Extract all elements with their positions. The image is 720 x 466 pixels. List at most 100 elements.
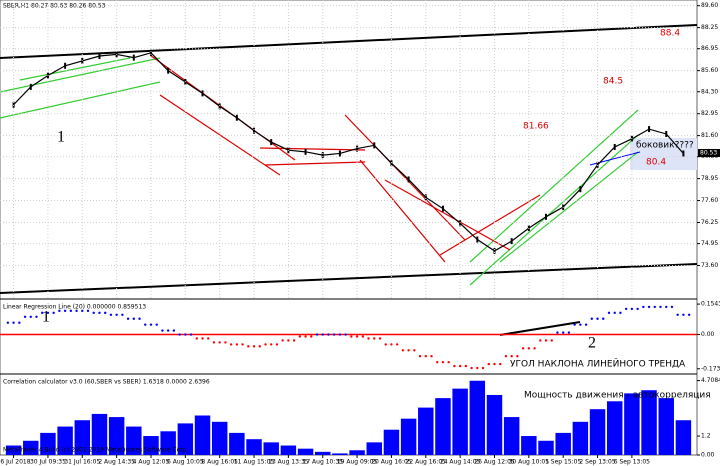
regression-dot bbox=[556, 331, 559, 334]
bar bbox=[641, 390, 657, 455]
regression-dot bbox=[178, 333, 181, 336]
annotation: УГОЛ НАКЛОНА ЛИНЕЙНОГО ТРЕНДА bbox=[510, 358, 686, 370]
price-bar bbox=[12, 101, 15, 108]
bar bbox=[572, 421, 589, 455]
regression-dot bbox=[636, 307, 639, 311]
regression-dot bbox=[270, 343, 273, 346]
regression-dot bbox=[665, 305, 668, 309]
regression-dot bbox=[361, 335, 365, 338]
regression-dot bbox=[584, 323, 588, 326]
price-bar bbox=[373, 142, 376, 149]
regression-dot bbox=[166, 329, 170, 332]
y-tick-label: 1.2 bbox=[701, 433, 711, 440]
bar bbox=[503, 417, 520, 455]
x-tick-label: 11 Aug 15:05 bbox=[234, 459, 275, 466]
regression-dot bbox=[647, 305, 651, 309]
annotation: 81.66 bbox=[523, 122, 549, 132]
panel-title: Linear Regression Line (20) 0.000000 0.8… bbox=[3, 304, 146, 311]
regression-dot bbox=[350, 335, 353, 338]
price-bar bbox=[253, 127, 256, 134]
regression-dot bbox=[161, 329, 164, 332]
annotation: 80.4 bbox=[646, 158, 666, 168]
regression-dot bbox=[252, 345, 256, 348]
regression-dot bbox=[63, 309, 67, 313]
regression-dot bbox=[430, 355, 433, 358]
x-tick-label: 30 Jul 09:35 bbox=[30, 459, 66, 466]
regression-dot bbox=[321, 333, 324, 336]
annotation: боковик???? bbox=[636, 141, 694, 151]
bar bbox=[675, 420, 692, 455]
bar bbox=[5, 445, 22, 455]
price-line bbox=[13, 52, 684, 252]
bar bbox=[160, 431, 176, 455]
y-tick-label: 81.60 bbox=[701, 132, 718, 139]
price-bar bbox=[98, 53, 101, 60]
bar bbox=[606, 401, 623, 455]
regression-dot bbox=[212, 341, 216, 344]
regression-dot bbox=[384, 343, 387, 346]
bar bbox=[57, 426, 73, 455]
regression-dot bbox=[247, 345, 250, 348]
price-bar bbox=[64, 62, 67, 69]
bar bbox=[280, 445, 297, 455]
panel-title: Correlation calculator v3.0 (60,SBER vs … bbox=[3, 379, 210, 386]
regression-dot bbox=[596, 317, 599, 320]
regression-dot bbox=[287, 339, 290, 342]
regression-dot bbox=[401, 349, 405, 352]
y-tick-label: 89.60 bbox=[701, 2, 718, 9]
regression-dot bbox=[367, 337, 370, 340]
y-tick-label: 0.00 bbox=[701, 452, 715, 459]
regression-dot bbox=[579, 323, 582, 326]
price-bar bbox=[596, 161, 599, 168]
bar bbox=[538, 440, 554, 455]
regression-dot bbox=[481, 366, 485, 370]
regression-dot bbox=[395, 343, 399, 346]
bar bbox=[349, 450, 365, 455]
x-tick-label: 13 Aug 13:35 bbox=[268, 459, 309, 466]
regression-dot bbox=[144, 323, 147, 326]
x-tick-label: 20 Aug 16:05 bbox=[371, 459, 412, 466]
regression-dot bbox=[132, 317, 136, 320]
regression-dot bbox=[81, 309, 84, 313]
regression-dot bbox=[619, 311, 622, 315]
price-bar bbox=[493, 247, 496, 254]
regression-dot bbox=[224, 341, 227, 344]
regression-dot bbox=[46, 311, 50, 315]
price-tag bbox=[698, 148, 720, 157]
regression-dot bbox=[573, 323, 576, 326]
regression-dot bbox=[195, 337, 198, 340]
x-tick-label: 4 Aug 12:05 bbox=[133, 459, 170, 466]
price-bar bbox=[149, 49, 152, 56]
price-bar bbox=[235, 114, 238, 121]
regression-dot bbox=[653, 305, 656, 309]
bar bbox=[332, 453, 348, 455]
regression-dot bbox=[476, 366, 479, 370]
price-bar bbox=[510, 238, 513, 245]
price-bar bbox=[184, 79, 187, 86]
x-tick-label: 2 Aug 14:35 bbox=[98, 459, 135, 466]
regression-dot bbox=[613, 311, 616, 315]
y-tick-label: 84.30 bbox=[701, 88, 718, 95]
regression-dot bbox=[189, 333, 193, 336]
regression-dot bbox=[378, 337, 382, 340]
regression-dot bbox=[624, 307, 628, 311]
regression-dot bbox=[207, 337, 210, 340]
x-tick-label: 26 Jul 2018 bbox=[0, 459, 31, 466]
x-tick-label: 6 Sep 13:05 bbox=[614, 459, 650, 466]
regression-dot bbox=[275, 343, 279, 346]
bar bbox=[229, 432, 245, 455]
regression-dot bbox=[35, 315, 38, 318]
x-tick-label: 8 Aug 16:05 bbox=[201, 459, 238, 466]
regression-dot bbox=[539, 339, 542, 342]
price-bar bbox=[218, 103, 221, 110]
bar bbox=[624, 393, 640, 455]
y-tick-label: 78.95 bbox=[701, 175, 718, 182]
price-bar bbox=[304, 148, 307, 155]
regression-dot bbox=[201, 337, 204, 340]
bar bbox=[315, 451, 331, 455]
regression-dot bbox=[281, 339, 284, 342]
regression-dot bbox=[98, 311, 101, 315]
regression-dot bbox=[533, 347, 536, 350]
y-tick-label: 76.25 bbox=[701, 219, 718, 226]
bar bbox=[418, 407, 434, 455]
